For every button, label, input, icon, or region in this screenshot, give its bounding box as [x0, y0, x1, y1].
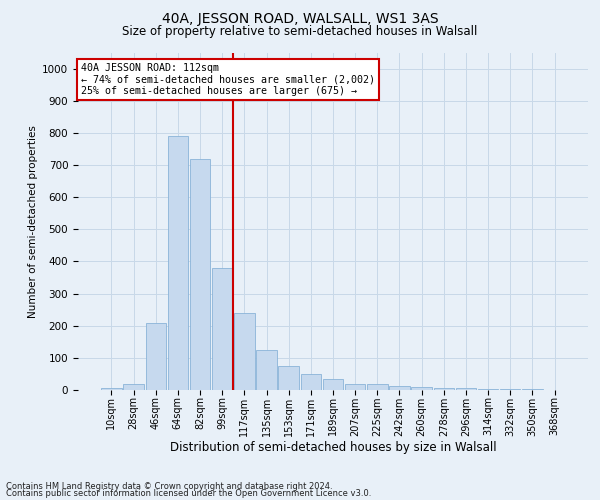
Text: 40A JESSON ROAD: 112sqm
← 74% of semi-detached houses are smaller (2,002)
25% of: 40A JESSON ROAD: 112sqm ← 74% of semi-de… — [80, 62, 374, 96]
Text: Size of property relative to semi-detached houses in Walsall: Size of property relative to semi-detach… — [122, 25, 478, 38]
Bar — [146, 322, 166, 390]
Text: 40A, JESSON ROAD, WALSALL, WS1 3AS: 40A, JESSON ROAD, WALSALL, WS1 3AS — [161, 12, 439, 26]
Bar — [456, 388, 476, 390]
Text: Contains HM Land Registry data © Crown copyright and database right 2024.: Contains HM Land Registry data © Crown c… — [6, 482, 332, 491]
Bar — [345, 384, 365, 390]
Bar — [124, 384, 144, 390]
Bar — [434, 388, 454, 390]
X-axis label: Distribution of semi-detached houses by size in Walsall: Distribution of semi-detached houses by … — [170, 442, 496, 454]
Bar — [234, 313, 254, 390]
Bar — [278, 366, 299, 390]
Bar — [190, 158, 210, 390]
Bar — [101, 388, 122, 390]
Bar — [301, 374, 321, 390]
Bar — [478, 389, 499, 390]
Text: Contains public sector information licensed under the Open Government Licence v3: Contains public sector information licen… — [6, 490, 371, 498]
Bar — [323, 379, 343, 390]
Bar — [212, 268, 232, 390]
Bar — [389, 386, 410, 390]
Bar — [256, 350, 277, 390]
Bar — [367, 384, 388, 390]
Bar — [167, 136, 188, 390]
Y-axis label: Number of semi-detached properties: Number of semi-detached properties — [28, 125, 38, 318]
Bar — [412, 388, 432, 390]
